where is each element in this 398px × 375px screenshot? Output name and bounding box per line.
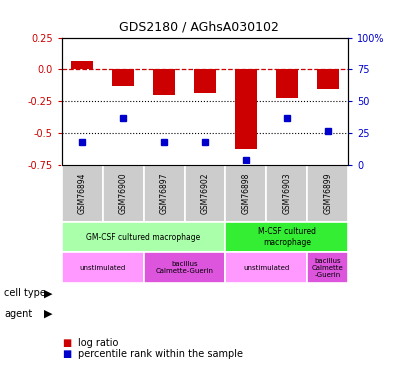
Text: log ratio: log ratio xyxy=(78,338,118,348)
Bar xyxy=(275,69,298,98)
Bar xyxy=(62,252,144,283)
Text: GSM76897: GSM76897 xyxy=(160,173,168,214)
Bar xyxy=(316,69,339,88)
Bar xyxy=(225,165,266,222)
Bar xyxy=(235,69,257,149)
Text: bacillus
Calmette
-Guerin: bacillus Calmette -Guerin xyxy=(312,258,343,278)
Bar xyxy=(307,165,348,222)
Text: percentile rank within the sample: percentile rank within the sample xyxy=(78,350,243,359)
Text: unstimulated: unstimulated xyxy=(80,265,126,271)
Bar xyxy=(62,222,225,252)
Text: ■: ■ xyxy=(62,350,71,359)
Text: GSM76899: GSM76899 xyxy=(323,173,332,214)
Text: ■: ■ xyxy=(62,338,71,348)
Text: M-CSF cultured
macrophage: M-CSF cultured macrophage xyxy=(258,227,316,247)
Bar xyxy=(266,165,307,222)
Bar xyxy=(62,165,103,222)
Text: unstimulated: unstimulated xyxy=(243,265,289,271)
Bar xyxy=(307,252,348,283)
Text: GSM76900: GSM76900 xyxy=(119,173,128,214)
Bar xyxy=(144,165,185,222)
Text: GSM76898: GSM76898 xyxy=(242,173,250,214)
Text: GSM76894: GSM76894 xyxy=(78,173,87,214)
Text: GDS2180 / AGhsA030102: GDS2180 / AGhsA030102 xyxy=(119,21,279,34)
Text: ▶: ▶ xyxy=(43,288,52,298)
Bar xyxy=(153,69,175,95)
Bar xyxy=(103,165,144,222)
Bar xyxy=(144,252,225,283)
Bar xyxy=(194,69,216,93)
Text: GSM76903: GSM76903 xyxy=(282,173,291,214)
Bar xyxy=(185,165,225,222)
Text: GM-CSF cultured macrophage: GM-CSF cultured macrophage xyxy=(86,232,201,242)
Text: GSM76902: GSM76902 xyxy=(201,173,209,214)
Text: ▶: ▶ xyxy=(43,309,52,319)
Text: agent: agent xyxy=(4,309,32,319)
Text: bacillus
Calmette-Guerin: bacillus Calmette-Guerin xyxy=(156,261,213,274)
Text: cell type: cell type xyxy=(4,288,46,298)
Bar xyxy=(225,222,348,252)
Bar xyxy=(225,252,307,283)
Bar xyxy=(112,69,135,86)
Bar xyxy=(71,60,94,69)
